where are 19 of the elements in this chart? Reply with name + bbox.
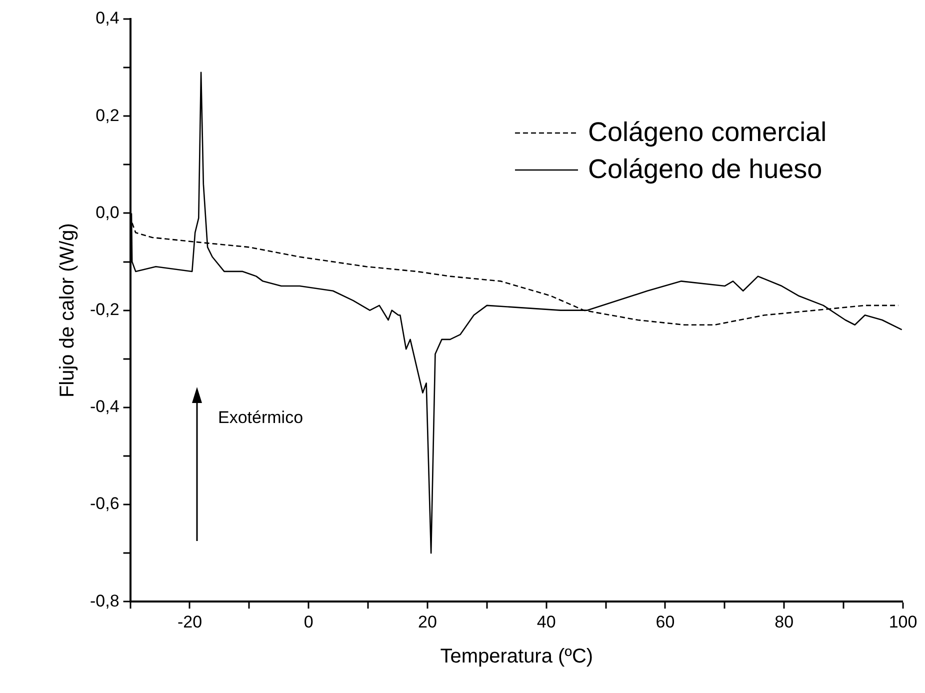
- x-tick-label: 20: [418, 612, 437, 632]
- annotation: Exotérmico: [218, 408, 304, 428]
- x-tick-label: 100: [888, 612, 918, 632]
- legend-label: Colágeno de hueso: [588, 153, 822, 186]
- legend-label: Colágeno comercial: [588, 116, 827, 149]
- x-tick-label: 80: [774, 612, 794, 632]
- y-tick-label: -0,2: [90, 300, 120, 319]
- y-axis-title: Flujo de calor (W/g): [56, 223, 79, 398]
- y-tick-label: 0,4: [96, 8, 120, 28]
- y-tick-label: -0,6: [90, 494, 120, 514]
- x-tick-label: 60: [656, 612, 675, 632]
- y-tick-label: 0,0: [96, 202, 120, 222]
- x-axis-title: Temperatura (ºC): [440, 646, 594, 668]
- y-tick-label: -0,8: [90, 591, 120, 610]
- y-tick-label: 0,2: [96, 106, 120, 125]
- x-tick-label: -20: [177, 612, 202, 632]
- y-tick-label: -0,4: [90, 397, 120, 416]
- x-tick-label: 0: [304, 612, 314, 632]
- x-tick-label: 40: [536, 612, 556, 632]
